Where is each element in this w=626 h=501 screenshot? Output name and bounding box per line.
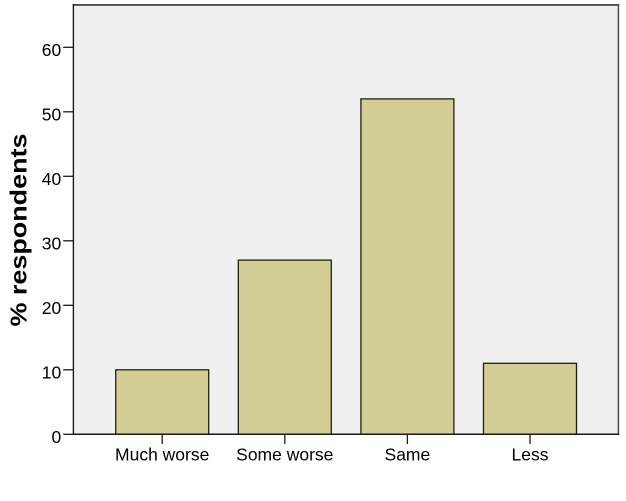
svg-text:40: 40 bbox=[42, 169, 62, 189]
svg-text:0: 0 bbox=[51, 427, 61, 447]
svg-text:30: 30 bbox=[42, 233, 62, 253]
svg-text:10: 10 bbox=[42, 362, 62, 382]
svg-text:Some worse: Some worse bbox=[236, 445, 333, 465]
svg-text:20: 20 bbox=[42, 298, 62, 318]
svg-text:Same: Same bbox=[385, 445, 431, 465]
svg-text:50: 50 bbox=[42, 104, 62, 124]
svg-text:60: 60 bbox=[42, 40, 62, 60]
svg-text:% respondents: % respondents bbox=[6, 134, 32, 327]
svg-text:Less: Less bbox=[512, 445, 549, 465]
svg-text:Much worse: Much worse bbox=[115, 445, 209, 465]
